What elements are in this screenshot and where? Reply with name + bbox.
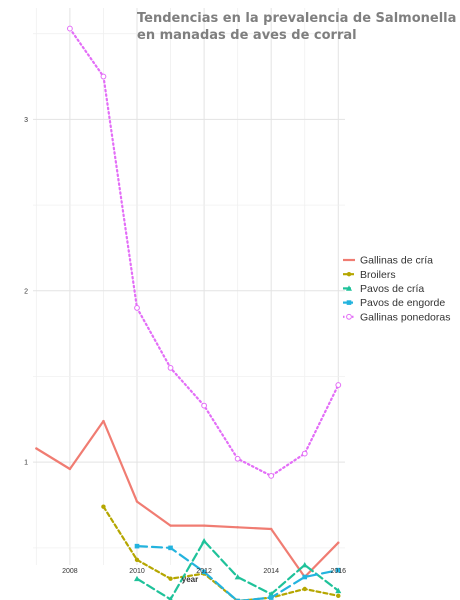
data-point [302,586,307,592]
x-tick-label: 2008 [62,568,78,575]
data-point [236,526,239,529]
y-tick-label: 2 [24,288,28,295]
legend: Gallinas de cría Broilers Pavos de cría Pav… [343,255,450,323]
legend-item: Broilers [343,269,396,281]
legend-marker [346,300,352,305]
series-group [134,538,342,600]
chart-title-line-1: Tendencias en la prevalencia de Salmonel… [137,11,456,26]
data-point [135,500,139,503]
legend-marker [346,272,352,277]
legend-marker [346,285,352,291]
data-point [134,557,140,563]
data-point [100,73,107,80]
data-point [167,365,174,371]
data-point [102,419,105,423]
data-point [201,402,207,409]
legend-item: Gallinas de cría [343,255,433,267]
data-point [101,504,106,509]
grid-lines [33,8,345,565]
data-point [234,455,241,462]
data-point [201,569,207,575]
data-point [35,447,38,450]
legend-label: Pavos de cría [360,283,424,295]
data-point [67,25,73,32]
data-point [134,305,140,311]
legend-label: Gallinas ponedoras [360,311,450,323]
legend-item: Pavos de engorde [343,297,445,309]
data-point [302,574,308,580]
data-point [168,576,173,581]
data-point [169,524,172,527]
data-point [301,562,308,568]
data-point [235,598,240,600]
legend-label: Gallinas de cría [360,255,433,267]
series-group [134,543,341,600]
y-tick-label: 3 [24,117,28,124]
axis-ticks: 2008 2010 2012 2014 2016 1 2 3 [24,117,346,575]
chart-title: Tendencias en la prevalencia de Salmonel… [137,11,456,43]
series-lines [35,25,342,600]
legend-label: Broilers [360,269,396,281]
series-line [35,419,340,579]
data-point [202,524,206,527]
data-point [68,467,72,471]
data-point [168,596,173,600]
data-point [168,545,173,551]
data-point [268,595,274,600]
x-tick-label: 2012 [196,568,212,575]
chart-title-line-2: en manadas de aves de corral [137,28,357,43]
legend-item: Gallinas ponedoras [343,311,450,323]
data-point [335,382,342,388]
data-point [268,472,275,479]
data-point [269,527,273,531]
x-tick-label: 2014 [263,568,279,575]
series-group [35,419,340,579]
legend-label: Pavos de engorde [360,297,445,309]
data-point [268,591,275,597]
data-point [301,450,308,457]
data-point [201,538,208,544]
x-tick-label: 2016 [331,568,347,575]
x-tick-label: 2010 [129,568,145,575]
data-point [335,567,341,573]
x-axis-label: year [182,575,198,584]
data-point [335,587,342,594]
data-point [234,573,241,580]
data-point [336,593,341,599]
legend-marker [346,313,352,320]
data-point [134,543,140,549]
series-group [67,25,342,479]
data-point [337,541,340,544]
y-tick-label: 1 [24,460,28,467]
legend-item: Pavos de cría [343,283,424,295]
data-point [134,575,140,582]
